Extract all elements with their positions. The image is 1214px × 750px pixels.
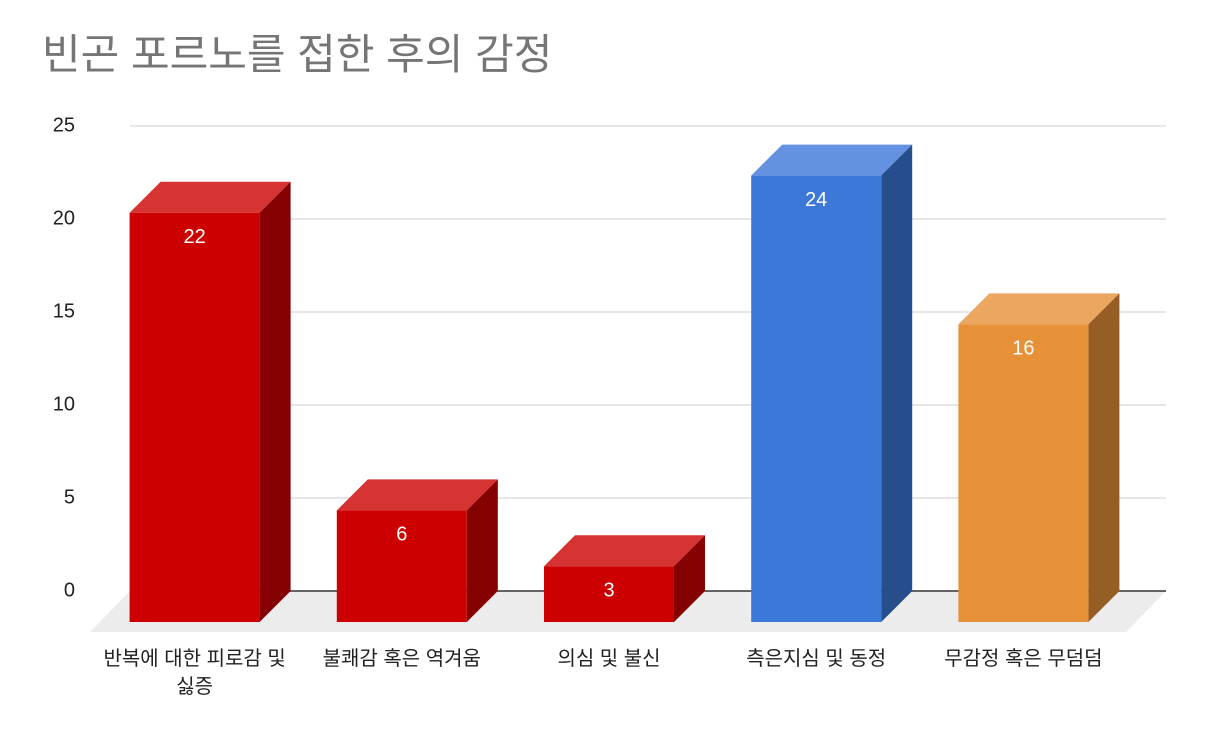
x-tick-label: 의심 및 불신 [557, 648, 661, 670]
bar-side [674, 535, 705, 622]
x-tick-label: 측은지심 및 동정 [746, 648, 887, 670]
bar [336, 479, 498, 622]
y-tick-label: 0 [64, 579, 75, 601]
bar [544, 535, 705, 622]
chart-title: 빈곤 포르노를 접한 후의 감정 [42, 31, 552, 78]
bar [129, 181, 291, 623]
y-tick-label: 5 [64, 486, 75, 508]
y-tick-label: 10 [53, 393, 75, 415]
bar-top [544, 535, 705, 567]
bar-top [129, 181, 291, 213]
x-tick-label: 불쾌감 혹은 역겨움 [322, 648, 481, 670]
data-label: 6 [396, 524, 407, 546]
bar-front [544, 566, 674, 622]
bar-top [751, 144, 913, 176]
bar-top [336, 479, 498, 511]
x-tick-label: 무감정 혹은 무덤덤 [944, 648, 1103, 670]
bar-front [958, 324, 1089, 622]
bar-top [958, 293, 1120, 325]
y-tick-label: 20 [53, 207, 75, 229]
data-label: 3 [603, 579, 614, 601]
data-label: 22 [183, 226, 205, 248]
bar [958, 293, 1120, 622]
data-label: 16 [1012, 338, 1034, 360]
x-tick-label: 반복에 대한 피로감 및 싫증 [103, 648, 286, 698]
data-label: 24 [805, 189, 827, 211]
bar-front [129, 212, 260, 623]
bar-front [751, 175, 882, 622]
bar-side [881, 144, 913, 622]
bar-side [1088, 293, 1120, 622]
bar-front [336, 510, 467, 622]
y-tick-label: 15 [53, 300, 75, 322]
bar [751, 144, 913, 622]
bar-side [466, 479, 498, 622]
bar-side [259, 181, 291, 623]
y-tick-label: 25 [53, 114, 75, 136]
